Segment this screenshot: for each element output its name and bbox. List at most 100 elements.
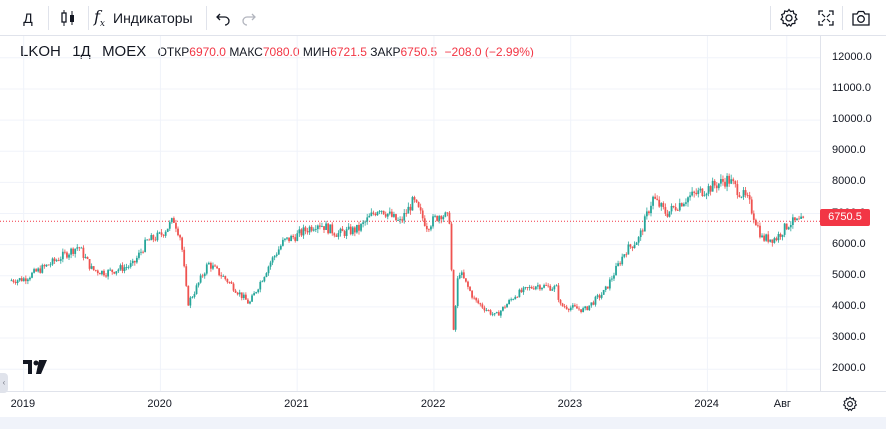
candle-body — [456, 278, 459, 307]
bottom-scroll-strip[interactable] — [0, 417, 886, 429]
candle-body — [798, 218, 800, 220]
time-axis[interactable] — [0, 391, 886, 417]
candles-icon[interactable] — [56, 4, 80, 32]
candle-body — [117, 269, 120, 272]
candle-body — [717, 183, 720, 189]
candle-body — [567, 308, 570, 311]
candle-body — [207, 262, 210, 265]
candle-body — [787, 227, 790, 230]
candle-body — [72, 248, 75, 254]
candle-body — [576, 306, 578, 309]
candle-body — [709, 186, 712, 192]
fullscreen-icon[interactable] — [814, 4, 838, 32]
candle-body — [726, 175, 728, 187]
candle-body — [629, 244, 632, 247]
candle-body — [238, 292, 241, 295]
candle-body — [316, 225, 319, 230]
candle-body — [138, 252, 140, 258]
candle-body — [10, 280, 13, 282]
candle-body — [247, 299, 249, 304]
candle-body — [228, 282, 231, 283]
legend-exchange: MOEX — [102, 43, 147, 60]
price-tick-label: 10000.0 — [832, 113, 872, 126]
candle-body — [625, 254, 628, 256]
price-chart[interactable] — [0, 36, 820, 391]
candle-body — [240, 292, 243, 299]
last-price-badge: 6750.5 — [820, 209, 870, 226]
candle-body — [611, 278, 613, 280]
candle-body — [16, 280, 19, 284]
candle-body — [497, 312, 500, 316]
candle-body — [284, 238, 286, 240]
candle-body — [294, 237, 297, 241]
interval-button[interactable]: Д — [23, 10, 33, 26]
candle-body — [378, 211, 381, 213]
candle-body — [516, 296, 519, 298]
candle-body — [479, 303, 482, 305]
candle-body — [703, 195, 706, 197]
candle-body — [662, 203, 665, 208]
candle-body — [586, 306, 589, 311]
candle-body — [277, 249, 280, 255]
candle-body — [292, 235, 295, 238]
gear-icon[interactable] — [776, 4, 802, 32]
candle-body — [35, 269, 38, 272]
candle-body — [135, 257, 138, 263]
candle-body — [214, 265, 216, 267]
candle-body — [107, 270, 109, 277]
candle-body — [643, 216, 646, 232]
candle-body — [473, 297, 476, 299]
candle-body — [181, 237, 184, 250]
candle-body — [351, 227, 354, 235]
candle-body — [754, 219, 757, 226]
candle-body — [720, 179, 722, 184]
candle-body — [477, 300, 480, 304]
candle-body — [360, 223, 362, 231]
candle-body — [460, 272, 463, 276]
time-tick-label: 2019 — [10, 398, 36, 410]
toolbar-divider — [842, 6, 843, 30]
axis-settings-icon[interactable] — [838, 393, 862, 415]
indicators-button[interactable]: fx Индикаторы — [94, 4, 204, 32]
candle-body — [495, 312, 498, 314]
candle-body — [650, 205, 652, 214]
candle-body — [458, 275, 461, 279]
candle-body — [689, 195, 691, 198]
candle-body — [170, 218, 173, 223]
candle-body — [695, 192, 698, 195]
candle-body — [257, 289, 260, 293]
candle-body — [156, 232, 159, 241]
candle-body — [526, 287, 529, 288]
candle-body — [594, 296, 597, 305]
candle-body — [154, 239, 157, 241]
candle-body — [335, 235, 338, 237]
camera-icon[interactable] — [848, 4, 874, 32]
price-tick-label: 12000.0 — [832, 50, 872, 63]
candle-body — [547, 285, 550, 287]
candle-body — [64, 251, 66, 253]
candle-body — [281, 239, 284, 246]
candle-body — [24, 278, 27, 282]
candle-body — [635, 242, 638, 245]
candle-body — [559, 299, 562, 304]
candle-body — [150, 235, 153, 241]
candle-body — [76, 247, 79, 249]
candle-body — [765, 234, 768, 241]
candle-body — [711, 180, 714, 192]
side-panel-handle[interactable]: ‹ — [0, 373, 8, 393]
candle-body — [275, 254, 278, 256]
candle-body — [639, 230, 642, 238]
candle-body — [434, 215, 436, 217]
redo-icon[interactable] — [238, 4, 260, 32]
candle-body — [680, 203, 683, 207]
candle-body — [362, 222, 364, 224]
legend-low-value: 6721.5 — [330, 45, 367, 59]
candle-body — [738, 195, 741, 197]
legend-symbol[interactable]: LKOH — [20, 43, 61, 60]
candle-body — [22, 278, 25, 282]
candle-body — [524, 287, 527, 288]
candle-body — [197, 282, 200, 286]
candle-body — [80, 247, 83, 249]
candle-body — [450, 223, 453, 270]
undo-icon[interactable] — [212, 4, 234, 32]
